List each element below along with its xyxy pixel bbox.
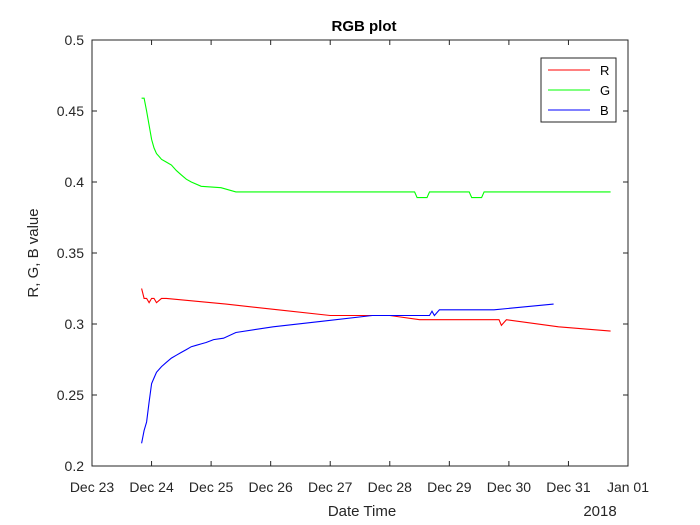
series-line-g [141,97,611,199]
x-tick-label: Dec 24 [129,479,174,495]
axes-box [91,39,629,467]
x-tick-label: Dec 28 [368,479,413,495]
y-tick-label: 0.35 [57,245,84,261]
x-tick-label: Dec 26 [248,479,293,495]
series-layer [141,97,611,444]
x-tick-label: Dec 30 [487,479,532,495]
series-line-b [141,303,554,444]
ticks-layer: Dec 23 Dec 24 Dec 25 Dec 26 Dec 27 Dec 28 Dec … [57,32,649,495]
y-tick-label: 0.45 [57,103,84,119]
x-tick-label: Dec 31 [546,479,591,495]
chart-title: RGB plot [332,18,397,35]
x-axis-title: Date Time [328,503,396,520]
x-axis-year-label: 2018 [583,503,616,520]
y-tick-label: 0.2 [65,458,85,474]
x-tick-label: Dec 23 [70,479,115,495]
legend-label-r: R [600,63,609,78]
plot-area: Dec 23 Dec 24 Dec 25 Dec 26 Dec 27 Dec 28 Dec … [57,32,649,495]
series-line-r [141,288,611,332]
x-tick-label: Dec 27 [308,479,353,495]
x-tick-label: Dec 25 [189,479,234,495]
legend-label-b: B [600,103,609,118]
x-tick-label: Jan 01 [607,479,649,495]
y-tick-label: 0.5 [65,32,85,48]
x-tick-label: Dec 29 [427,479,472,495]
legend: RGB [540,57,617,123]
y-axis-title: R, G, B value [25,208,42,297]
y-tick-label: 0.4 [65,174,85,190]
legend-label-g: G [600,83,610,98]
y-tick-label: 0.25 [57,387,84,403]
y-tick-label: 0.3 [65,316,85,332]
